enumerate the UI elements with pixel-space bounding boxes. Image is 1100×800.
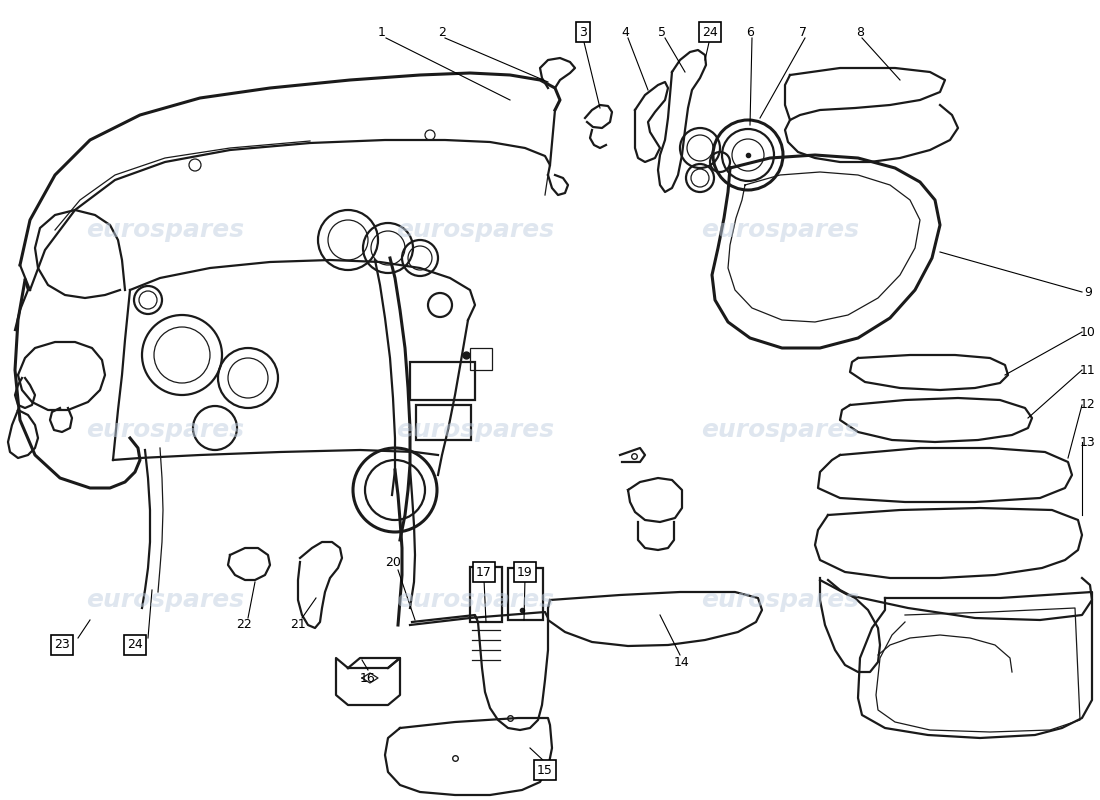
Text: 23: 23 bbox=[54, 638, 70, 651]
Text: eurospares: eurospares bbox=[86, 588, 244, 612]
Text: 22: 22 bbox=[236, 618, 252, 631]
Text: eurospares: eurospares bbox=[701, 418, 859, 442]
Text: 20: 20 bbox=[385, 557, 400, 570]
Text: 21: 21 bbox=[290, 618, 306, 631]
Text: 13: 13 bbox=[1080, 435, 1096, 449]
Text: 8: 8 bbox=[856, 26, 864, 38]
Text: eurospares: eurospares bbox=[701, 218, 859, 242]
Text: eurospares: eurospares bbox=[86, 418, 244, 442]
Text: eurospares: eurospares bbox=[396, 218, 554, 242]
Text: 12: 12 bbox=[1080, 398, 1096, 411]
Text: 24: 24 bbox=[702, 26, 718, 38]
Bar bbox=[410, 362, 475, 400]
Text: 24: 24 bbox=[128, 638, 143, 651]
Text: eurospares: eurospares bbox=[396, 588, 554, 612]
Text: 11: 11 bbox=[1080, 363, 1096, 377]
Text: 6: 6 bbox=[746, 26, 754, 38]
Bar bbox=[416, 405, 471, 440]
Text: 9: 9 bbox=[1085, 286, 1092, 298]
Text: 10: 10 bbox=[1080, 326, 1096, 338]
Text: eurospares: eurospares bbox=[396, 418, 554, 442]
Text: 19: 19 bbox=[517, 566, 532, 578]
Text: 4: 4 bbox=[621, 26, 629, 38]
Bar bbox=[470, 348, 492, 370]
Bar bbox=[508, 568, 543, 620]
Text: 16: 16 bbox=[360, 671, 376, 685]
Text: eurospares: eurospares bbox=[86, 218, 244, 242]
Text: 5: 5 bbox=[658, 26, 666, 38]
Text: 17: 17 bbox=[476, 566, 492, 578]
Text: 2: 2 bbox=[438, 26, 446, 38]
Text: 15: 15 bbox=[537, 763, 553, 777]
Text: 7: 7 bbox=[799, 26, 807, 38]
Text: eurospares: eurospares bbox=[701, 588, 859, 612]
Text: 3: 3 bbox=[579, 26, 587, 38]
Text: 1: 1 bbox=[378, 26, 386, 38]
Text: 14: 14 bbox=[674, 655, 690, 669]
Bar bbox=[470, 567, 502, 622]
